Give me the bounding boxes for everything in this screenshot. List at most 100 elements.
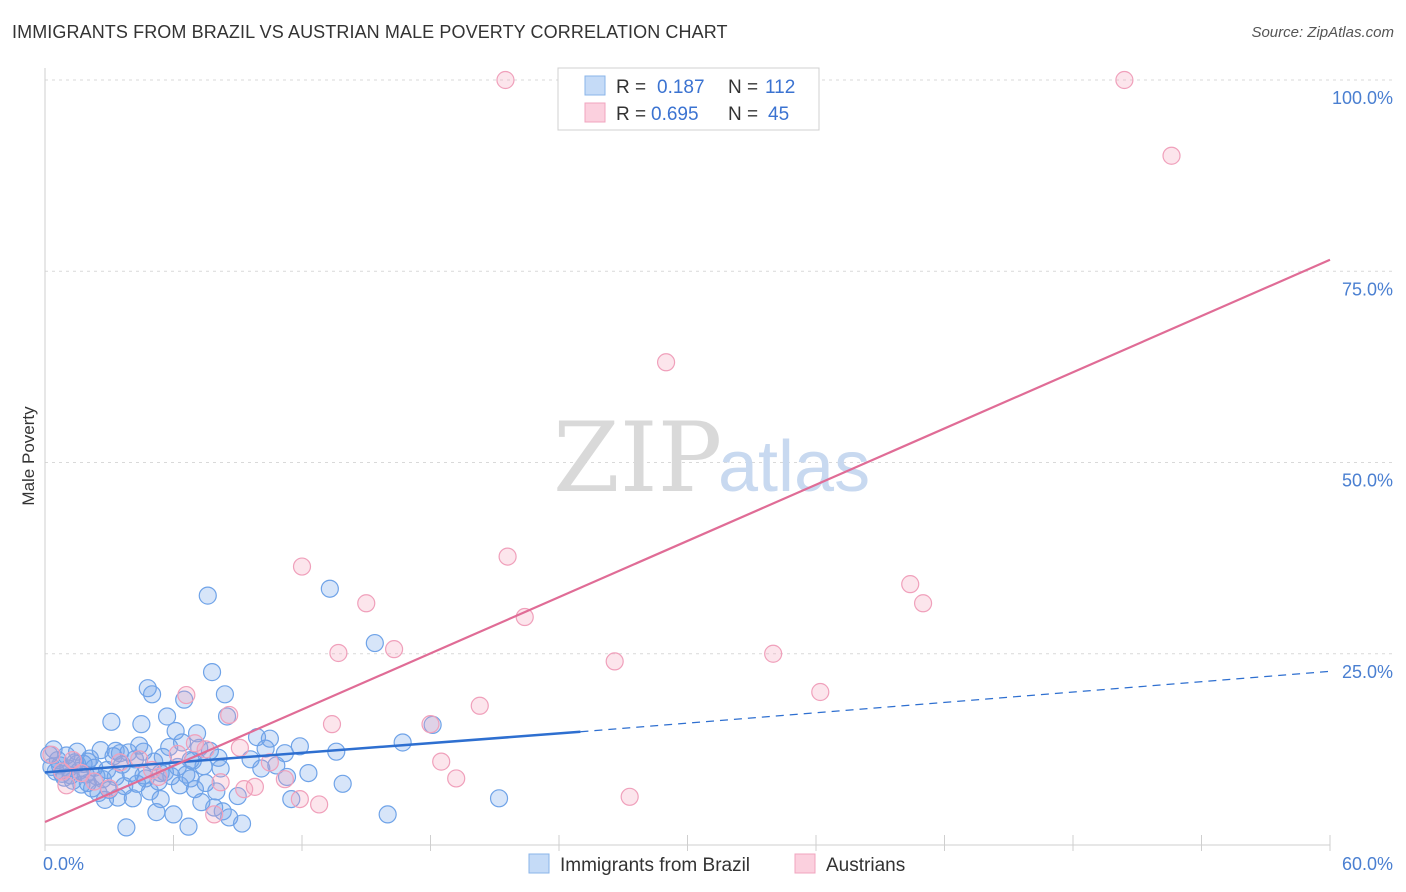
brazil-point bbox=[123, 789, 142, 808]
brazil-point bbox=[290, 737, 309, 756]
y-tick-label: 50.0% bbox=[1342, 471, 1393, 491]
brazil-point bbox=[170, 776, 190, 795]
austrians-point bbox=[447, 769, 466, 788]
brazil-trend-solid bbox=[44, 730, 581, 774]
austrians-point bbox=[913, 594, 933, 613]
grid-lines bbox=[45, 79, 1395, 655]
legend-r-label-1: R = bbox=[616, 77, 646, 98]
austrians-point bbox=[384, 640, 404, 659]
watermark-zip: ZIP bbox=[553, 402, 722, 514]
y-tick-label: 75.0% bbox=[1342, 279, 1393, 299]
austrians-point bbox=[42, 745, 61, 764]
austrians-point bbox=[901, 575, 920, 594]
bottom-legend-swatch-austrians bbox=[794, 853, 816, 874]
austrians-point bbox=[260, 753, 279, 772]
austrians-point bbox=[211, 773, 230, 792]
y-tick-label: 100.0% bbox=[1332, 88, 1393, 108]
brazil-point bbox=[489, 789, 509, 808]
austrians-point bbox=[605, 652, 624, 671]
brazil-point bbox=[106, 741, 125, 761]
austrians-point bbox=[432, 752, 451, 771]
legend-r-label-2: R = bbox=[616, 104, 646, 125]
austrians-point bbox=[620, 787, 639, 806]
austrians-point bbox=[177, 685, 196, 705]
austrians-point bbox=[1162, 146, 1181, 165]
austrians-point bbox=[470, 696, 489, 715]
austrians-point bbox=[275, 770, 294, 789]
legend-r-value-1: 0.187 bbox=[657, 77, 705, 98]
austrians-point bbox=[421, 715, 440, 734]
legend-n-label-1: N = bbox=[728, 77, 758, 98]
austrians-point bbox=[290, 789, 309, 809]
tick-labels: 25.0% 50.0% 75.0% 100.0% 0.0% 60.0% bbox=[43, 88, 1393, 874]
austrians-point bbox=[496, 70, 515, 90]
brazil-point bbox=[164, 805, 183, 824]
brazil-point bbox=[333, 774, 352, 793]
austrians-point bbox=[168, 744, 187, 764]
brazil-point bbox=[153, 747, 172, 767]
brazil-point bbox=[151, 789, 170, 809]
brazil-point bbox=[102, 712, 121, 731]
legend-r-value-2: 0.695 bbox=[651, 104, 699, 125]
brazil-point bbox=[202, 663, 222, 682]
brazil-point bbox=[393, 733, 412, 752]
austrians-point bbox=[764, 644, 783, 663]
watermark: ZIP atlas bbox=[553, 402, 870, 514]
brazil-point bbox=[320, 579, 339, 598]
austrians-point bbox=[235, 780, 254, 799]
austrians-point bbox=[498, 547, 517, 566]
legend-n-label-2: N = bbox=[728, 104, 758, 125]
austrians-point bbox=[245, 777, 264, 796]
brazil-point bbox=[256, 739, 275, 758]
bottom-legend-label-austrians: Austrians bbox=[826, 855, 905, 876]
brazil-point bbox=[198, 586, 217, 605]
y-axis-label: Male Poverty bbox=[19, 406, 38, 506]
austrians-point bbox=[292, 557, 312, 576]
brazil-point bbox=[132, 715, 151, 734]
austrians-point bbox=[329, 643, 348, 663]
bottom-legend: Immigrants from Brazil Austrians bbox=[528, 853, 905, 876]
brazil-point bbox=[205, 798, 224, 817]
axes bbox=[44, 68, 1331, 851]
brazil-point bbox=[232, 814, 252, 833]
x-tick-label: 60.0% bbox=[1342, 854, 1393, 874]
austrians-point bbox=[220, 705, 239, 725]
brazil-point bbox=[365, 633, 384, 653]
brazil-point bbox=[207, 782, 226, 801]
austrians-point bbox=[357, 594, 376, 613]
legend-n-value-1: 112 bbox=[765, 77, 795, 98]
brazil-point bbox=[228, 786, 247, 806]
brazil-point bbox=[117, 818, 136, 837]
austrians-trend bbox=[44, 258, 1331, 824]
austrians-point bbox=[811, 682, 830, 702]
brazil-point bbox=[142, 685, 162, 704]
brazil-point bbox=[299, 763, 318, 783]
trend-lines bbox=[44, 258, 1331, 824]
austrians-point bbox=[57, 776, 76, 795]
brazil-point bbox=[215, 685, 234, 704]
y-tick-label: 25.0% bbox=[1342, 662, 1393, 682]
austrians-point bbox=[185, 734, 205, 753]
austrians-point bbox=[1115, 70, 1134, 90]
brazil-point bbox=[157, 707, 177, 726]
austrians-point bbox=[230, 738, 249, 757]
bottom-legend-label-brazil: Immigrants from Brazil bbox=[560, 855, 750, 876]
brazil-point bbox=[166, 721, 185, 741]
austrians-point bbox=[85, 772, 104, 791]
brazil-point bbox=[172, 733, 192, 752]
bottom-legend-swatch-brazil bbox=[528, 853, 550, 874]
chart-title: IMMIGRANTS FROM BRAZIL VS AUSTRIAN MALE … bbox=[12, 22, 728, 42]
x-tick-label: 0.0% bbox=[43, 854, 84, 874]
top-legend: R = 0.187 N = 112 R = 0.695 N = 45 bbox=[557, 67, 820, 131]
source-label: Source: ZipAtlas.com bbox=[1251, 24, 1394, 41]
brazil-point bbox=[260, 729, 279, 748]
legend-swatch-pink bbox=[584, 102, 606, 123]
legend-swatch-blue bbox=[584, 75, 606, 96]
austrians-point bbox=[322, 715, 342, 734]
austrians-point bbox=[130, 750, 149, 769]
brazil-point bbox=[179, 817, 198, 836]
series-brazil-points bbox=[40, 579, 509, 837]
brazil-trend-dashed bbox=[580, 670, 1331, 733]
austrians-point bbox=[205, 805, 224, 824]
